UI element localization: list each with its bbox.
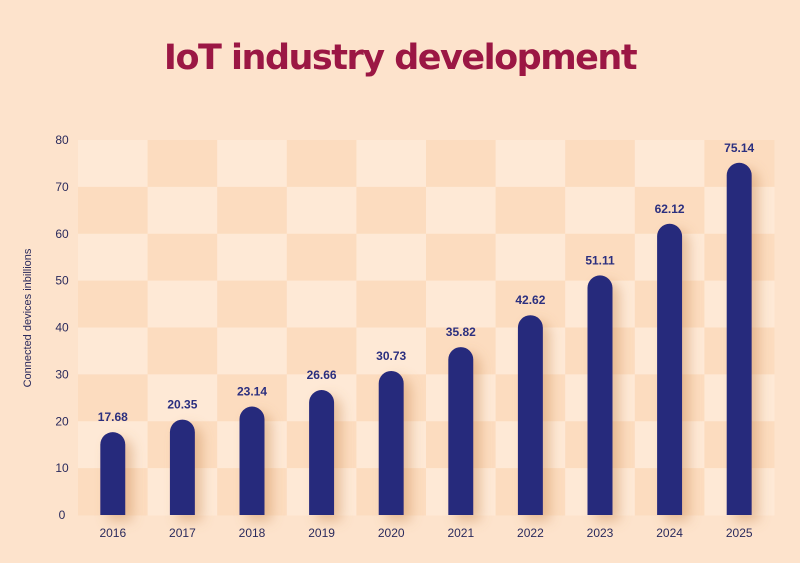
checker-cell [565, 140, 636, 188]
checker-cell [217, 233, 288, 282]
checker-cell [147, 374, 218, 422]
bar-2017 [169, 419, 195, 515]
x-tick-label-2024: 2024 [656, 526, 683, 540]
data-label-2020: 30.73 [376, 349, 406, 363]
checker-cell [356, 327, 427, 375]
x-tick-label-2021: 2021 [447, 526, 474, 540]
checker-cell [286, 186, 357, 235]
checker-cell [286, 327, 357, 375]
checker-cell [147, 140, 218, 188]
data-label-2019: 26.66 [307, 368, 337, 382]
data-label-2025: 75.14 [724, 141, 754, 155]
x-tick-label-2016: 2016 [99, 526, 126, 540]
checker-cell [78, 186, 149, 235]
bar-2016 [100, 432, 126, 515]
y-tick-label: 0 [59, 508, 66, 522]
checker-cell [495, 233, 566, 282]
checker-cell [426, 280, 497, 328]
checker-cell [147, 327, 218, 375]
checker-cell [426, 186, 497, 235]
checker-cell [495, 140, 566, 188]
checker-cell [356, 233, 427, 282]
checker-cell [78, 280, 149, 328]
checker-cell [286, 280, 357, 328]
checker-cell [356, 140, 427, 188]
checker-cell [78, 140, 149, 188]
data-label-2021: 35.82 [446, 325, 476, 339]
checker-cell [78, 374, 149, 422]
bar-2025 [726, 162, 752, 515]
y-tick-label: 20 [55, 414, 69, 428]
checker-cell [147, 233, 218, 282]
checker-cell [286, 140, 357, 188]
y-tick-label: 50 [55, 274, 69, 288]
bar-2024 [657, 223, 683, 515]
y-tick-label: 40 [55, 321, 69, 335]
checker-cell [78, 233, 149, 282]
y-tick-label: 60 [55, 227, 69, 241]
checker-cell [78, 327, 149, 375]
data-label-2024: 62.12 [655, 202, 685, 216]
checker-cell [147, 186, 218, 235]
x-tick-label-2017: 2017 [169, 526, 196, 540]
chart-title: IoT industry development [163, 38, 638, 78]
bar-2022 [517, 315, 543, 515]
checker-cell [356, 280, 427, 328]
checker-cell [217, 280, 288, 328]
checker-cell [356, 186, 427, 235]
x-tick-label-2020: 2020 [378, 526, 405, 540]
x-tick-label-2023: 2023 [587, 526, 614, 540]
x-tick-label-2019: 2019 [308, 526, 335, 540]
y-axis-ticks: 0 10 20 30 40 50 60 70 80 [55, 133, 69, 522]
bar-2018 [239, 406, 265, 515]
bar-2023 [587, 275, 613, 515]
checker-cell [286, 233, 357, 282]
bar-2021 [448, 347, 474, 515]
checker-cell [565, 186, 636, 235]
y-tick-label: 10 [55, 461, 69, 475]
checker-cell [426, 233, 497, 282]
checker-cell [217, 186, 288, 235]
x-axis-ticks: 2016 2017 2018 2019 2020 2021 2022 2023 2024 2025 [99, 526, 752, 540]
checker-cell [147, 280, 218, 328]
data-label-2016: 17.68 [98, 410, 128, 424]
bar-2019 [309, 390, 335, 515]
data-labels: 17.68 20.35 23.14 26.66 30.73 35.82 42.62 51.11… [98, 141, 755, 424]
checker-cell [217, 327, 288, 375]
checker-cell [495, 186, 566, 235]
data-label-2023: 51.11 [585, 253, 615, 267]
y-tick-label: 30 [55, 367, 69, 381]
data-label-2017: 20.35 [167, 398, 197, 412]
y-tick-label: 80 [55, 133, 69, 147]
checker-cell [634, 140, 705, 188]
x-tick-label-2022: 2022 [517, 526, 544, 540]
checker-cell [217, 140, 288, 188]
y-tick-label: 70 [55, 180, 69, 194]
y-axis-title: Connected devices inbillions [22, 248, 34, 387]
x-tick-label-2018: 2018 [239, 526, 266, 540]
data-label-2022: 42.62 [515, 293, 545, 307]
bars [100, 162, 752, 515]
x-tick-label-2025: 2025 [726, 526, 753, 540]
checker-cell [426, 140, 497, 188]
bar-2020 [378, 370, 404, 515]
data-label-2018: 23.14 [237, 385, 267, 399]
checker-cell [565, 233, 636, 282]
